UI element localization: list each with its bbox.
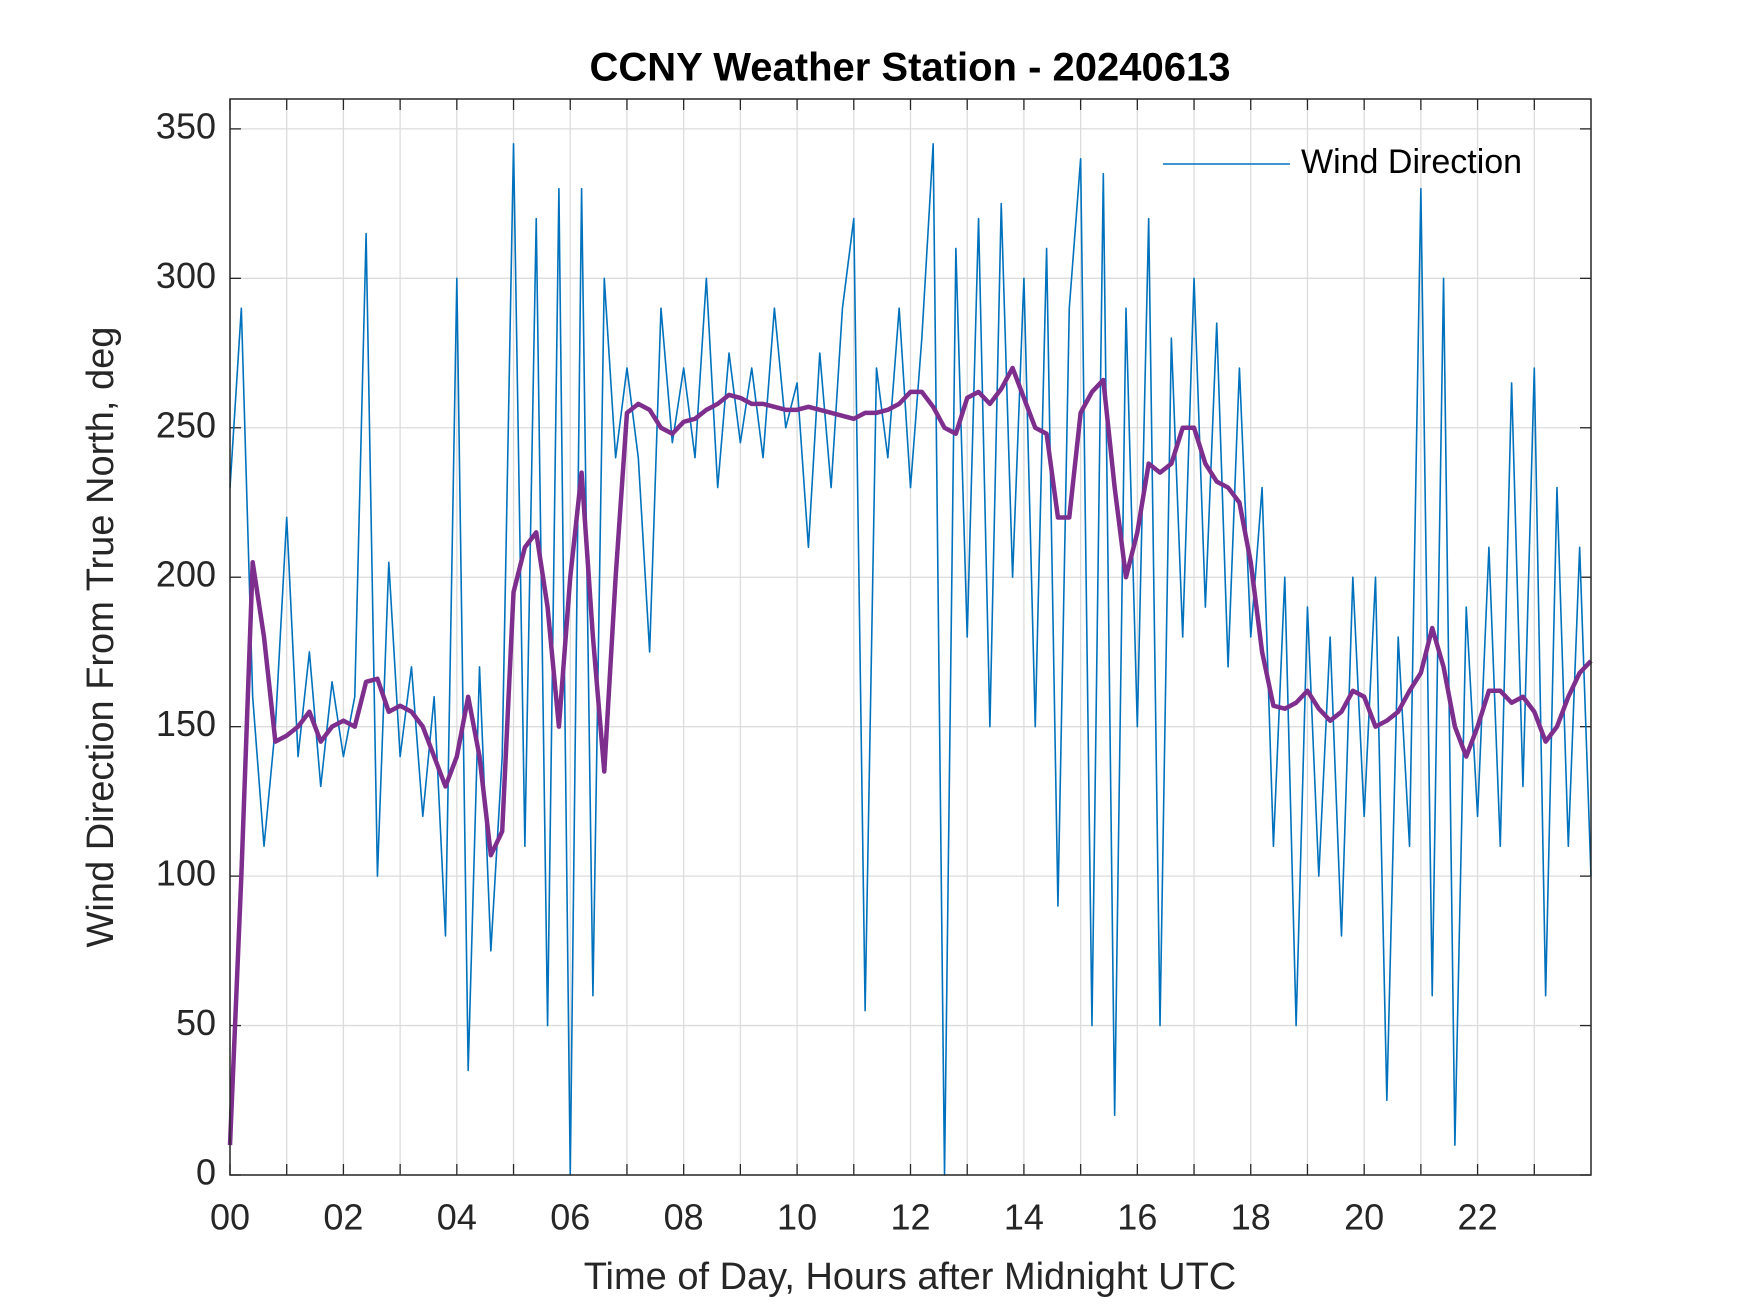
x-tick-label: 04 <box>437 1197 477 1238</box>
x-axis-label: Time of Day, Hours after Midnight UTC <box>584 1256 1237 1298</box>
x-tick-label: 18 <box>1231 1197 1271 1238</box>
x-tick-label: 16 <box>1117 1197 1157 1238</box>
data-line <box>227 365 1593 1146</box>
y-tick-label: 300 <box>156 255 216 296</box>
y-tick-label: 250 <box>156 404 216 445</box>
x-tick-label: 02 <box>323 1197 363 1238</box>
chart-title: CCNY Weather Station - 20240613 <box>590 46 1231 90</box>
x-tick-label: 06 <box>550 1197 590 1238</box>
x-tick-label: 08 <box>664 1197 704 1238</box>
y-tick-label: 100 <box>156 853 216 894</box>
x-tick-label: 14 <box>1004 1197 1044 1238</box>
axes-box <box>229 98 1592 1176</box>
data-line <box>229 143 1592 1176</box>
x-tick-label: 12 <box>890 1197 930 1238</box>
y-tick-label: 50 <box>176 1002 216 1043</box>
x-tick-label: 10 <box>777 1197 817 1238</box>
x-tick-label: 00 <box>210 1197 250 1238</box>
y-axis-label: Wind Direction From True North, deg <box>80 327 122 948</box>
x-tick-label: 20 <box>1344 1197 1384 1238</box>
y-tick-label: 200 <box>156 554 216 595</box>
y-tick-label: 0 <box>196 1152 216 1193</box>
y-tick-label: 350 <box>156 105 216 146</box>
legend-label: Wind Direction <box>1301 143 1522 181</box>
y-tick-label: 150 <box>156 703 216 744</box>
x-tick-label: 22 <box>1458 1197 1498 1238</box>
